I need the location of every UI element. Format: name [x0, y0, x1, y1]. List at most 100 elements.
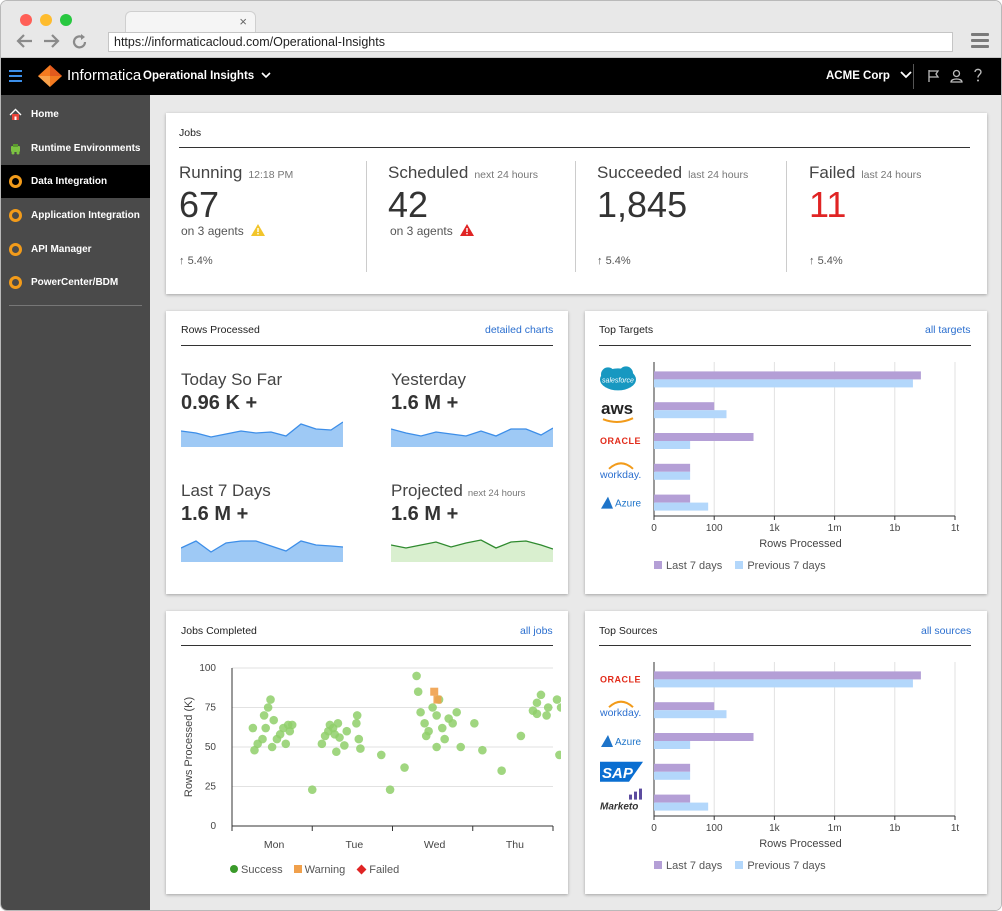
scatter-point-success[interactable] — [478, 745, 487, 755]
scatter-point-success[interactable] — [421, 731, 431, 741]
scatter-point-success[interactable] — [400, 763, 409, 772]
scatter-point-success[interactable] — [333, 719, 343, 728]
scatter-point-success[interactable] — [376, 750, 386, 760]
zoom-window-dot[interactable] — [60, 14, 72, 26]
bar-last-7-days[interactable] — [654, 794, 691, 803]
scatter-point-success[interactable] — [281, 739, 291, 749]
all-jobs-link[interactable]: all jobs — [520, 625, 553, 637]
scatter-point-success[interactable] — [542, 711, 551, 720]
help-icon[interactable] — [973, 68, 983, 83]
bar-previous-7-days[interactable] — [654, 710, 727, 719]
bar-last-7-days[interactable] — [654, 763, 691, 772]
bar-last-7-days[interactable] — [654, 402, 715, 411]
scatter-point-success[interactable] — [248, 723, 258, 733]
sidebar-item-runtime-environments[interactable]: Runtime Environments — [1, 132, 150, 165]
bar-last-7-days[interactable] — [654, 433, 754, 441]
jobs-scheduled[interactable]: Scheduled next 24 hours 42 on 3 agents — [388, 163, 568, 238]
scatter-point-success[interactable] — [428, 703, 437, 712]
reload-icon[interactable] — [71, 33, 89, 55]
yesterday-sparkline[interactable] — [391, 419, 553, 447]
scatter-point-success[interactable] — [412, 671, 421, 681]
scatter-point-warning[interactable] — [433, 695, 442, 704]
scatter-point-success[interactable] — [552, 695, 561, 704]
scatter-point-success[interactable] — [536, 690, 546, 700]
scatter-point-success[interactable] — [269, 715, 279, 725]
bar-previous-7-days[interactable] — [654, 502, 709, 511]
browser-menu-icon[interactable] — [971, 33, 989, 49]
scatter-point-success[interactable] — [385, 785, 395, 794]
bar-previous-7-days[interactable] — [654, 741, 691, 749]
scatter-point-success[interactable] — [448, 719, 457, 728]
scatter-point-success[interactable] — [456, 742, 466, 752]
scatter-point-warning[interactable] — [430, 687, 439, 696]
scatter-point-success[interactable] — [420, 719, 429, 728]
jobs-running[interactable]: Running 12:18 PM 67 on 3 agents ↑ 5.4% — [179, 163, 359, 267]
minimize-window-dot[interactable] — [40, 14, 52, 26]
scatter-point-success[interactable] — [532, 709, 542, 719]
flag-icon[interactable] — [927, 69, 940, 83]
back-arrow-icon[interactable] — [16, 33, 34, 53]
scatter-point-success[interactable] — [250, 745, 259, 755]
scatter-point-success[interactable] — [532, 698, 542, 708]
scatter-point-success[interactable] — [266, 695, 275, 704]
bar-previous-7-days[interactable] — [654, 771, 691, 780]
sidebar-item-home[interactable]: Home — [1, 98, 150, 131]
scatter-point-success[interactable] — [413, 687, 423, 696]
bar-last-7-days[interactable] — [654, 702, 715, 711]
projected-sparkline[interactable] — [391, 534, 553, 562]
scatter-point-success[interactable] — [287, 720, 297, 730]
forward-arrow-icon[interactable] — [42, 33, 60, 53]
all-targets-link[interactable]: all targets — [925, 324, 971, 336]
bar-last-7-days[interactable] — [654, 463, 691, 472]
bar-last-7-days[interactable] — [654, 371, 921, 380]
scatter-point-success[interactable] — [356, 744, 365, 753]
scatter-point-success[interactable] — [259, 711, 269, 720]
scatter-point-success[interactable] — [352, 719, 361, 728]
bar-previous-7-days[interactable] — [654, 802, 709, 811]
scatter-point-success[interactable] — [352, 711, 362, 720]
scatter-point-success[interactable] — [354, 734, 364, 744]
bar-last-7-days[interactable] — [654, 671, 921, 680]
scatter-point-success[interactable] — [275, 730, 285, 739]
scatter-point-success[interactable] — [261, 723, 271, 733]
scatter-point-success[interactable] — [416, 707, 425, 717]
jobs-succeeded[interactable]: Succeeded last 24 hours 1,845 ↑ 5.4% — [597, 163, 777, 267]
today-sparkline[interactable] — [181, 419, 343, 447]
scatter-point-success[interactable] — [307, 785, 317, 794]
app-switcher[interactable]: Operational Insights — [143, 70, 271, 82]
address-bar[interactable]: https://informaticacloud.com/Operational… — [108, 32, 953, 52]
scatter-point-success[interactable] — [516, 731, 526, 741]
scatter-point-success[interactable] — [432, 742, 441, 752]
sidebar-item-application-integration[interactable]: Application Integration — [1, 199, 150, 232]
bar-previous-7-days[interactable] — [654, 679, 913, 688]
close-window-dot[interactable] — [20, 14, 32, 26]
scatter-point-success[interactable] — [470, 719, 479, 728]
bar-previous-7-days[interactable] — [654, 441, 691, 449]
bar-last-7-days[interactable] — [654, 494, 691, 503]
bar-previous-7-days[interactable] — [654, 471, 691, 480]
detailed-charts-link[interactable]: detailed charts — [485, 324, 554, 336]
user-icon[interactable] — [950, 69, 963, 83]
scatter-point-success[interactable] — [432, 711, 441, 720]
scatter-point-success[interactable] — [342, 726, 352, 736]
scatter-point-success[interactable] — [440, 734, 449, 744]
scatter-point-success[interactable] — [543, 703, 553, 712]
bar-previous-7-days[interactable] — [654, 379, 913, 388]
all-sources-link[interactable]: all sources — [921, 625, 972, 637]
bar-previous-7-days[interactable] — [654, 410, 727, 419]
sidebar-item-data-integration[interactable]: Data Integration — [1, 165, 150, 198]
scatter-point-success[interactable] — [317, 739, 327, 749]
scatter-point-success[interactable] — [267, 742, 277, 752]
scatter-point-success[interactable] — [263, 703, 273, 712]
bar-last-7-days[interactable] — [654, 733, 754, 741]
scatter-point-success[interactable] — [555, 750, 561, 760]
scatter-point-success[interactable] — [556, 703, 561, 712]
sidebar-item-powercenter-bdm[interactable]: PowerCenter/BDM — [1, 266, 150, 299]
scatter-point-success[interactable] — [452, 707, 462, 717]
last7-sparkline[interactable] — [181, 534, 343, 562]
scatter-point-success[interactable] — [340, 741, 349, 750]
scatter-point-success[interactable] — [497, 766, 506, 775]
scatter-point-success[interactable] — [335, 733, 344, 742]
jobs-failed[interactable]: Failed last 24 hours 11 ↑ 5.4% — [809, 163, 979, 267]
tab-close-icon[interactable]: × — [239, 14, 247, 29]
